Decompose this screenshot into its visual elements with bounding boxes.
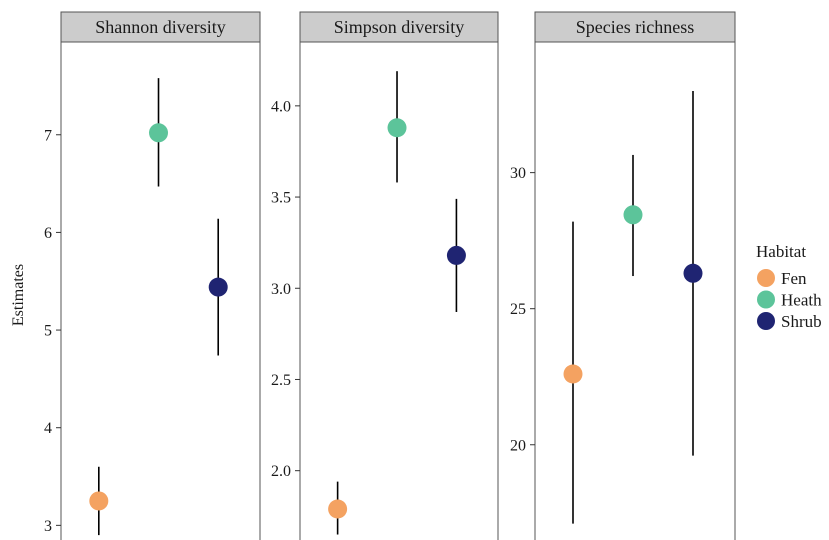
y-axis-title: Estimates bbox=[10, 264, 27, 326]
point-heath bbox=[149, 123, 169, 143]
point-fen bbox=[89, 491, 109, 511]
legend-key-fen bbox=[757, 269, 775, 287]
panel-frame bbox=[534, 41, 736, 540]
y-tick-label: 2.0 bbox=[271, 463, 291, 480]
y-tick-label: 3.5 bbox=[271, 190, 291, 207]
panel-strip bbox=[60, 11, 261, 43]
legend-key-shrub bbox=[757, 312, 775, 330]
y-tick-label: 5 bbox=[44, 323, 52, 340]
panel-0: Shannon diversity 3 4 5 6 7 bbox=[44, 11, 261, 540]
panel-frame bbox=[60, 41, 261, 540]
y-tick-label: 30 bbox=[510, 165, 526, 182]
panel-strip bbox=[299, 11, 499, 43]
y-tick-label: 4 bbox=[44, 420, 52, 437]
panel-strip bbox=[534, 11, 736, 43]
y-tick-label: 4.0 bbox=[271, 98, 291, 115]
point-shrub bbox=[208, 277, 228, 297]
y-tick-label: 7 bbox=[44, 127, 52, 144]
y-tick-label: 25 bbox=[510, 301, 526, 318]
legend-title: Habitat bbox=[756, 242, 806, 261]
legend-label-heath: Heath bbox=[781, 291, 822, 310]
point-heath bbox=[387, 118, 407, 138]
legend-label-fen: Fen bbox=[781, 269, 807, 288]
y-tick-label: 20 bbox=[510, 437, 526, 454]
panel-1: Simpson diversity 2.0 2.5 3.0 3.5 4.0 bbox=[271, 11, 499, 540]
y-tick-label: 6 bbox=[44, 225, 52, 242]
point-shrub bbox=[683, 263, 703, 283]
panel-2: Species richness 20 25 30 bbox=[510, 11, 736, 540]
legend: Habitat Fen Heath Shrub bbox=[756, 242, 822, 331]
point-shrub bbox=[446, 245, 466, 265]
legend-label-shrub: Shrub bbox=[781, 312, 822, 331]
point-heath bbox=[623, 205, 643, 225]
y-tick-label: 3.0 bbox=[271, 281, 291, 298]
point-fen bbox=[563, 364, 583, 384]
panel-frame bbox=[299, 41, 499, 540]
legend-key-heath bbox=[757, 290, 775, 309]
y-tick-label: 2.5 bbox=[271, 372, 291, 389]
panel-title: Species richness bbox=[576, 17, 694, 37]
panel-title: Shannon diversity bbox=[95, 17, 226, 37]
point-fen bbox=[328, 499, 348, 519]
panel-title: Simpson diversity bbox=[334, 17, 465, 37]
y-tick-label: 3 bbox=[44, 518, 52, 535]
